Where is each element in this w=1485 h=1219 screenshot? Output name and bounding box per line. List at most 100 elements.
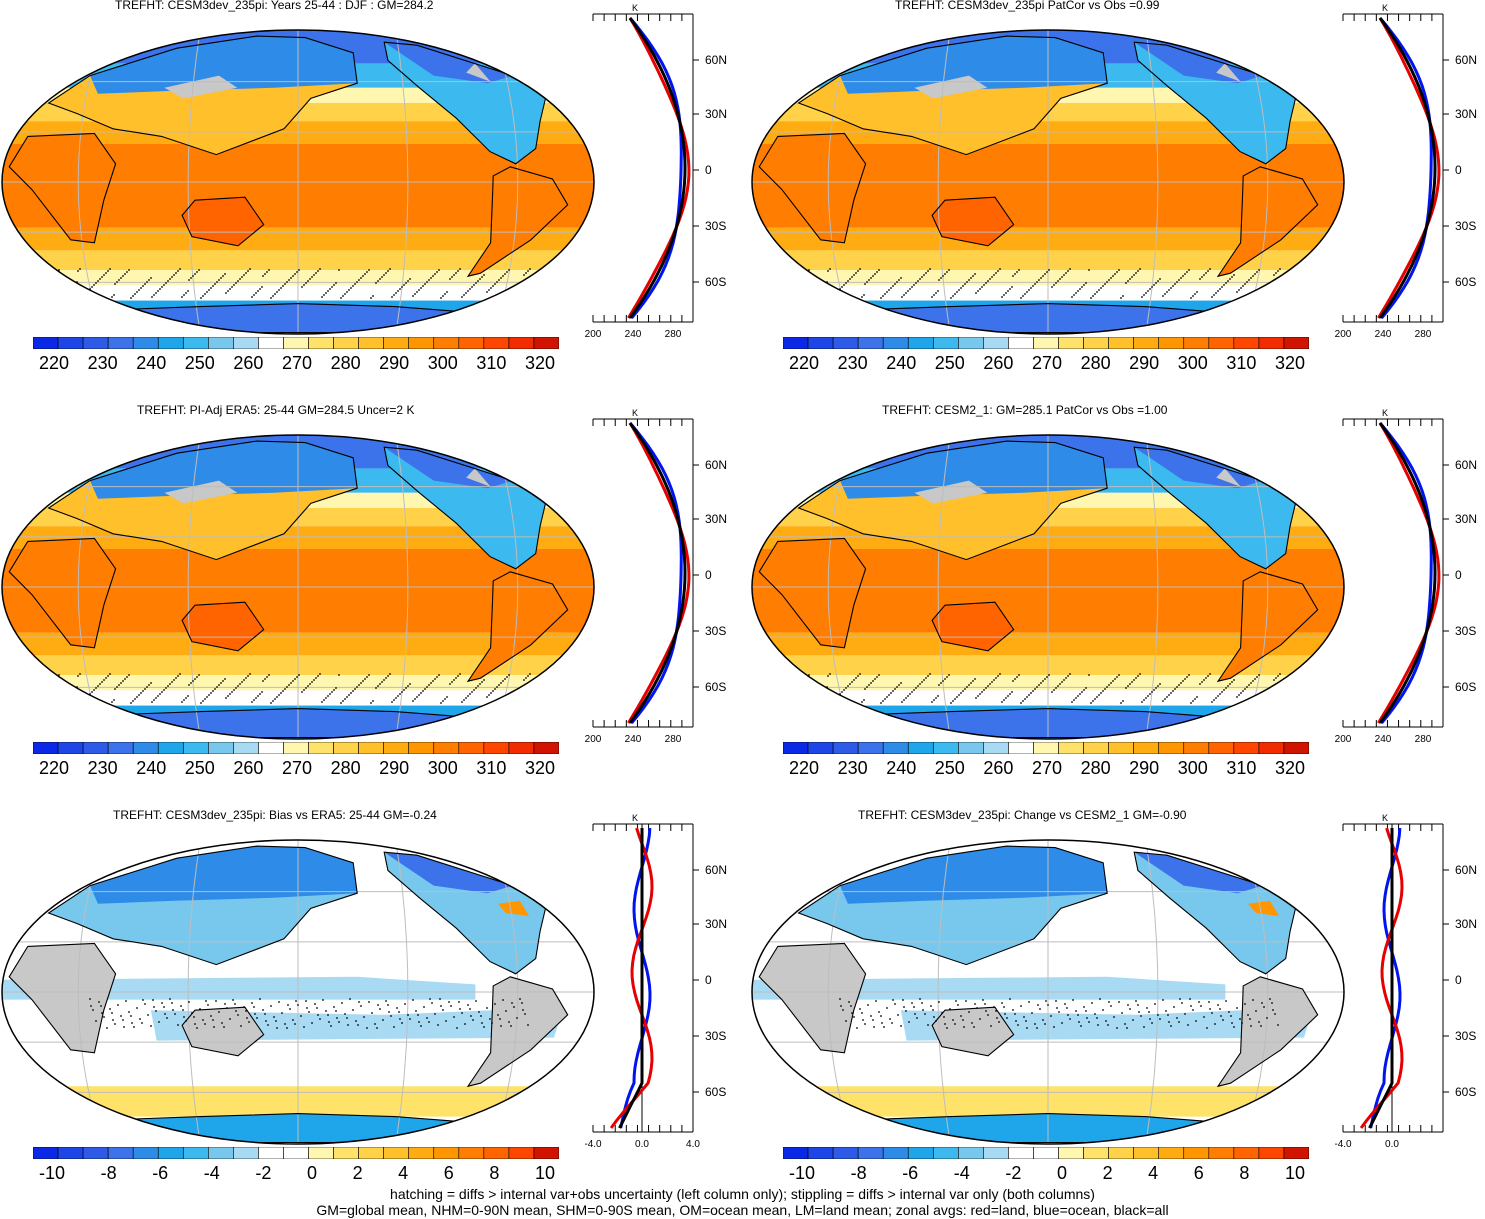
colorbar-swatch — [1108, 337, 1134, 349]
land-gray-canada — [1216, 63, 1241, 82]
stipple-dot — [249, 673, 251, 675]
stipple-dot — [1146, 1007, 1148, 1009]
stipple-dot — [1145, 697, 1147, 699]
stipple-dot — [223, 1026, 225, 1028]
stipple-dot — [331, 691, 333, 693]
stipple-dot — [1053, 689, 1055, 691]
colorbar-swatch — [832, 337, 859, 349]
colorbar-swatch — [483, 1147, 510, 1159]
stipple-dot — [382, 1019, 384, 1021]
stipple-dot — [1170, 692, 1172, 694]
stipple-dot — [510, 702, 512, 704]
zonal-lat-label: 60S — [705, 680, 726, 694]
colorbar-swatch — [958, 742, 984, 754]
stipple-dot — [1088, 674, 1090, 676]
stipple-dot — [440, 702, 442, 704]
stipple-dot — [1187, 1024, 1189, 1026]
colorbar-tick-label: 260 — [233, 353, 264, 373]
colorbar-swatch — [308, 742, 334, 754]
panel-title: TREFHT: CESM2_1: GM=285.1 PatCor vs Obs … — [882, 403, 1168, 417]
stipple-dot — [1014, 678, 1016, 680]
stipple-dot — [952, 700, 954, 702]
stipple-dot — [253, 294, 255, 296]
stipple-dot — [153, 699, 155, 701]
stipple-dot — [1009, 288, 1011, 290]
stipple-dot — [932, 1009, 934, 1011]
colorbar — [33, 742, 559, 754]
colorbar-swatch — [358, 742, 384, 754]
colorbar-tick-label: 270 — [1031, 758, 1063, 778]
land-antarctica — [864, 708, 1225, 738]
stipple-dot — [915, 687, 917, 689]
stipple-dot — [816, 291, 818, 293]
stipple-dot — [405, 282, 407, 284]
stipple-dot — [259, 288, 261, 290]
stipple-dot — [196, 1027, 198, 1029]
stipple-dot — [882, 295, 884, 297]
stipple-dot — [355, 1020, 357, 1022]
stipple-dot — [1061, 681, 1063, 683]
stipple-dot — [124, 678, 126, 680]
stipple-dot — [1085, 687, 1087, 689]
colorbar-tick-label: 240 — [886, 353, 917, 373]
zonal-land-line — [1377, 17, 1441, 319]
stipple-dot — [931, 701, 933, 703]
stipple-dot — [434, 273, 436, 275]
stipple-dot — [414, 293, 416, 295]
stipple-dot — [946, 271, 948, 273]
stipple-dot — [461, 701, 463, 703]
stipple-dot — [545, 687, 547, 689]
zonal-ocean-line — [628, 422, 683, 724]
stipple-dot — [46, 686, 48, 688]
stipple-dot — [1081, 691, 1083, 693]
stipple-dot — [301, 286, 303, 288]
colorbar-tick-label: 320 — [1274, 758, 1305, 778]
stipple-dot — [1244, 283, 1246, 285]
stipple-dot — [827, 270, 829, 272]
stipple-dot — [323, 294, 325, 296]
stipple-dot — [347, 1024, 349, 1026]
stipple-dot — [897, 1014, 899, 1016]
stipple-dot — [1102, 285, 1104, 287]
stipple-dot — [280, 287, 282, 289]
stipple-dot — [309, 683, 311, 685]
stipple-dot — [816, 696, 818, 698]
stipple-dot — [120, 1015, 122, 1017]
stipple-dot — [896, 281, 898, 283]
stipple-dot — [315, 272, 317, 274]
colorbar-swatch — [907, 1147, 934, 1159]
zonal-x-tick-label: 280 — [1415, 329, 1432, 340]
stipple-dot — [1196, 696, 1198, 698]
stipple-dot — [1162, 700, 1164, 702]
stipple-dot — [292, 680, 294, 682]
land-australia — [932, 197, 1014, 246]
stipple-dot — [50, 277, 52, 279]
stipple-dot — [274, 293, 276, 295]
stipple-dot — [1079, 288, 1081, 290]
stipple-dot — [1181, 1002, 1183, 1004]
stipple-dot — [909, 288, 911, 290]
stipple-dot — [171, 1002, 173, 1004]
stipple-dot — [1069, 1018, 1071, 1020]
stipple-dot — [314, 1003, 316, 1005]
stipple-dot — [1188, 269, 1190, 271]
stipple-dot — [1104, 688, 1106, 690]
stipple-dot — [403, 689, 405, 691]
stipple-dot — [161, 1002, 163, 1004]
stipple-dot — [321, 296, 323, 298]
stipple-dot — [952, 295, 954, 297]
colorbar-tick-label: -6 — [902, 1163, 919, 1183]
stipple-dot — [126, 271, 128, 273]
stipple-dot — [1141, 701, 1143, 703]
stipple-dot — [1125, 282, 1127, 284]
stipple-dot — [523, 679, 525, 681]
stipple-dot — [79, 673, 81, 675]
stipple-dot — [1096, 291, 1098, 293]
colorbar-swatch — [132, 337, 159, 349]
stipple-dot — [377, 1004, 379, 1006]
stipple-dot — [130, 1015, 132, 1017]
stipple-dot — [549, 278, 551, 280]
stipple-dot — [960, 1015, 962, 1017]
colorbar — [783, 337, 1309, 349]
stipple-dot — [255, 697, 257, 699]
